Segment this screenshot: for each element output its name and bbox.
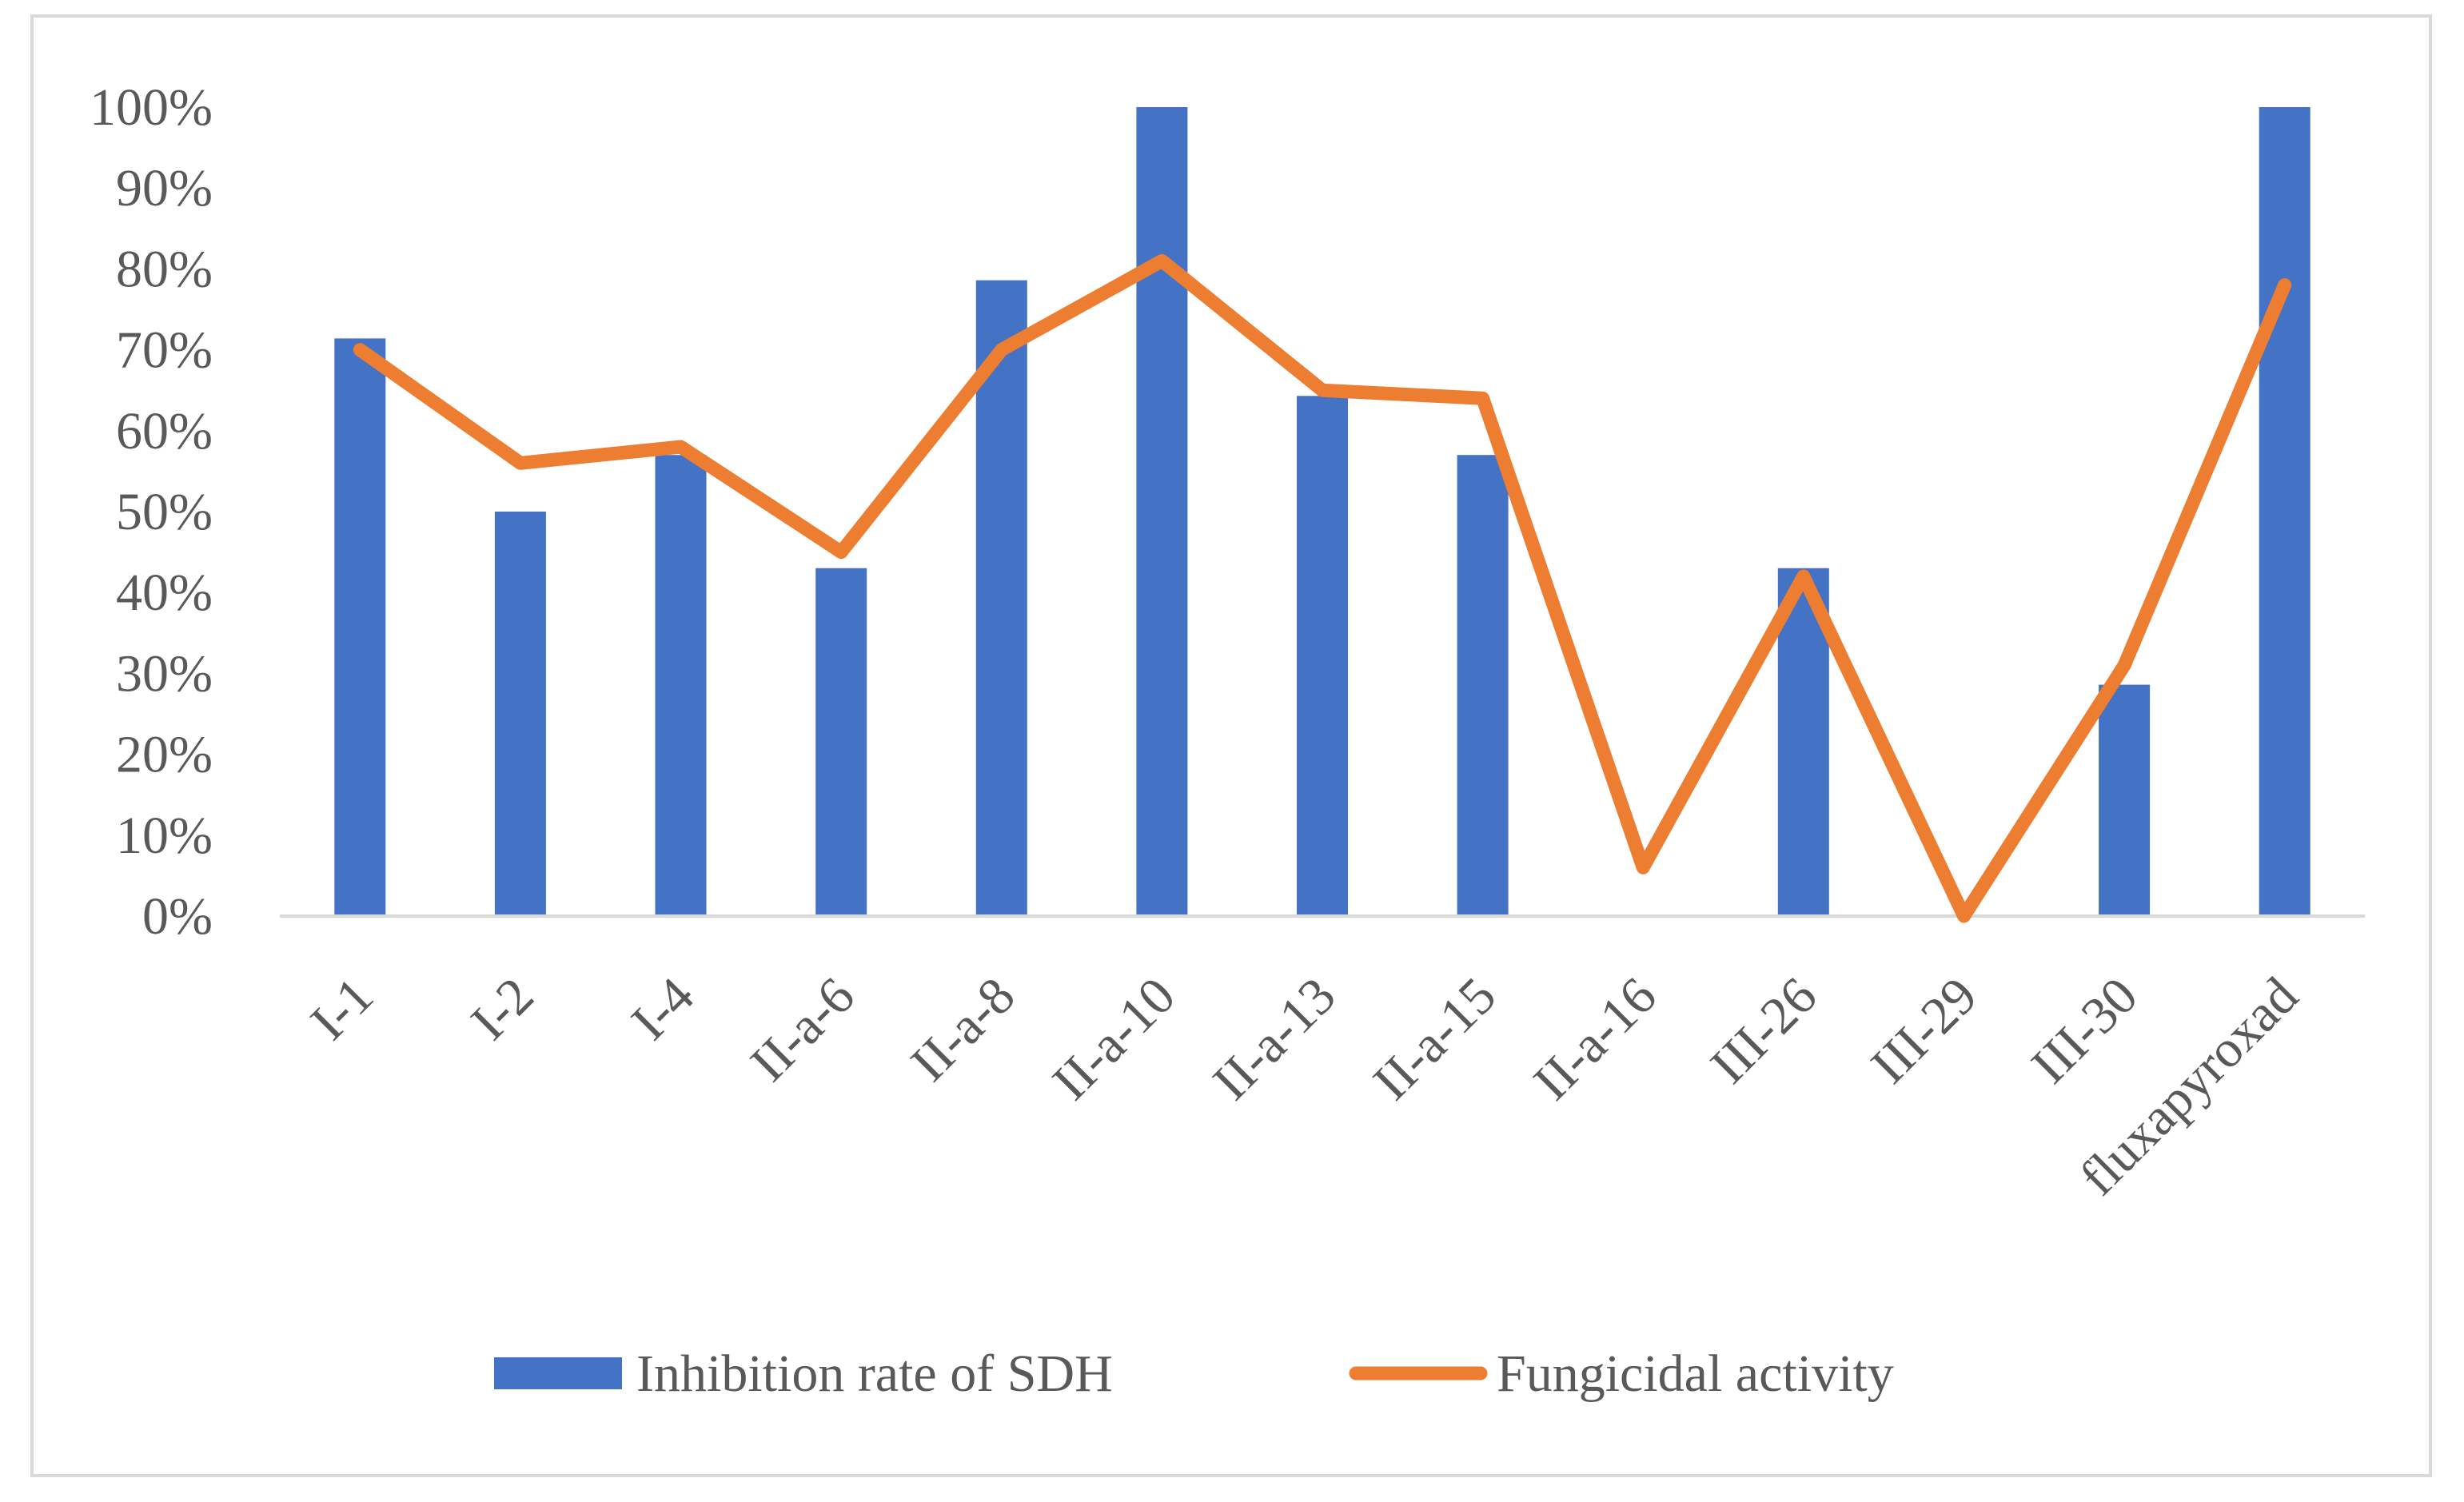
line-series-group [353, 253, 2292, 923]
bar-II-a-10 [1136, 107, 1188, 916]
bar-fluxapyroxad [2259, 107, 2310, 916]
bar-I-2 [494, 512, 546, 916]
y-tick-label: 70% [116, 321, 213, 380]
y-tick-label: 100% [90, 78, 213, 137]
bar-series [334, 107, 2310, 917]
legend-swatch-bar [494, 1357, 622, 1389]
legend-label-line: Fungicidal activity [1497, 1345, 1894, 1403]
bar-II-a-13 [1297, 396, 1348, 916]
bar-II-a-6 [815, 568, 867, 916]
line-point-III-30 [2123, 664, 2125, 666]
legend-label-bar: Inhibition rate of SDH [636, 1345, 1113, 1403]
line-point-II-a-15 [1482, 397, 1484, 399]
line-point-II-a-16 [1642, 867, 1644, 868]
y-tick-label: 20% [116, 726, 213, 784]
line-point-I-4 [680, 446, 681, 448]
line-point-I-1 [359, 349, 361, 351]
line-point-III-26 [1803, 576, 1804, 577]
y-tick-label: 50% [116, 483, 213, 541]
y-tick-label: 60% [116, 402, 213, 460]
y-tick-label: 90% [116, 159, 213, 217]
legend: Inhibition rate of SDH Fungicidal activi… [494, 1345, 1894, 1403]
bar-II-a-15 [1457, 455, 1509, 916]
y-tick-label: 30% [116, 644, 213, 703]
y-tick-label: 80% [116, 240, 213, 298]
bar-I-1 [334, 338, 386, 916]
bar-III-30 [2099, 684, 2151, 916]
chart-frame [30, 14, 2432, 1477]
bar-II-a-8 [975, 280, 1027, 917]
bar-I-4 [655, 455, 707, 916]
line-point-II-a-8 [1001, 349, 1003, 351]
y-axis-tick-labels: 0% 10% 20% 30% 40% 50% 60% 70% 80% 90% 100% [90, 78, 213, 946]
y-tick-label: 40% [116, 564, 213, 622]
line-point-II-a-13 [1322, 389, 1323, 391]
y-tick-label: 10% [116, 807, 213, 865]
y-tick-label: 0% [142, 887, 213, 946]
